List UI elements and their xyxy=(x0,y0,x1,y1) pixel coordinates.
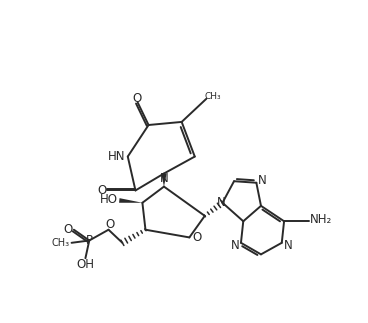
Text: OH: OH xyxy=(77,258,95,271)
Polygon shape xyxy=(161,173,167,187)
Text: N: N xyxy=(231,239,240,252)
Text: CH₃: CH₃ xyxy=(52,238,70,248)
Text: HN: HN xyxy=(108,150,126,163)
Text: P: P xyxy=(86,234,93,247)
Text: O: O xyxy=(64,223,73,236)
Text: O: O xyxy=(98,184,107,197)
Text: N: N xyxy=(160,172,169,185)
Text: O: O xyxy=(132,91,142,105)
Text: N: N xyxy=(216,195,225,209)
Text: HO: HO xyxy=(99,193,117,206)
Text: N: N xyxy=(258,174,267,187)
Text: O: O xyxy=(106,218,115,231)
Text: O: O xyxy=(192,231,202,244)
Text: N: N xyxy=(284,239,292,252)
Polygon shape xyxy=(119,198,142,203)
Text: CH₃: CH₃ xyxy=(205,92,222,101)
Text: NH₂: NH₂ xyxy=(310,213,332,226)
